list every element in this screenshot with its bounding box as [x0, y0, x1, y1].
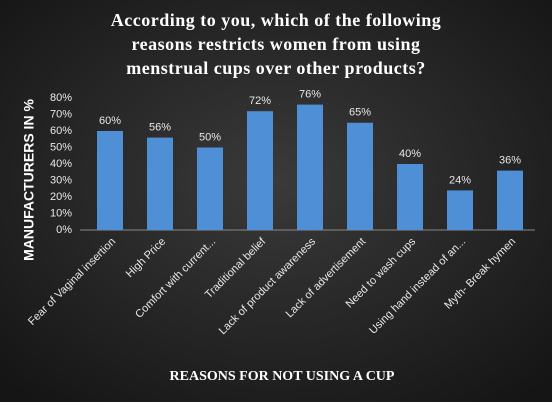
bar: [447, 190, 473, 230]
data-label: 36%: [499, 155, 521, 167]
y-tick-label: 50%: [50, 141, 72, 153]
bar: [147, 137, 173, 230]
data-label: 56%: [149, 122, 171, 134]
y-tick-label: 20%: [50, 191, 72, 203]
chart-title: menstrual cups over other products?: [126, 58, 426, 78]
y-tick-label: 80%: [50, 92, 72, 104]
data-label: 76%: [299, 89, 321, 101]
bar: [247, 111, 273, 230]
data-label: 24%: [449, 174, 471, 186]
data-label: 50%: [199, 131, 221, 143]
chart-title: reasons restricts women from using: [132, 34, 421, 54]
y-tick-label: 10%: [50, 207, 72, 219]
data-label: 65%: [349, 107, 371, 119]
data-label: 60%: [99, 115, 121, 127]
y-tick-label: 0%: [56, 224, 72, 236]
x-axis-label: REASONS FOR NOT USING A CUP: [170, 369, 395, 384]
chart-title: According to you, which of the following: [111, 10, 442, 30]
y-axis-label: MANUFACTURERS IN %: [21, 99, 37, 261]
bar: [197, 147, 223, 230]
y-tick-label: 30%: [50, 174, 72, 186]
bar: [397, 164, 423, 230]
data-label: 40%: [399, 148, 421, 160]
y-tick-label: 60%: [50, 125, 72, 137]
bar: [347, 122, 373, 230]
y-tick-label: 70%: [50, 108, 72, 120]
data-label: 72%: [249, 95, 271, 107]
y-tick-label: 40%: [50, 158, 72, 170]
bar: [497, 170, 523, 230]
bar: [297, 104, 323, 230]
bar: [97, 131, 123, 230]
